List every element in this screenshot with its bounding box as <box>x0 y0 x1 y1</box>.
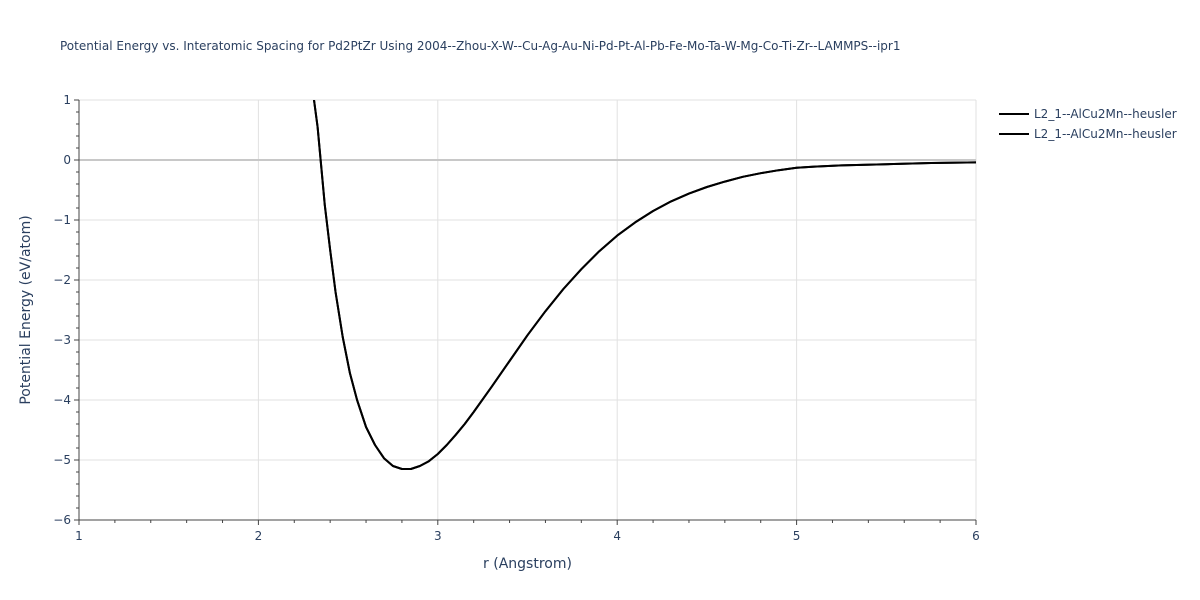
series-layer <box>313 100 976 470</box>
y-tick-label: −1 <box>53 213 71 227</box>
x-axis-title: r (Angstrom) <box>483 556 572 572</box>
y-axis-title: Potential Energy (eV/atom) <box>18 215 34 404</box>
x-tick-label: 4 <box>613 529 621 543</box>
y-tick-label: −3 <box>53 333 71 347</box>
x-tick-label: 3 <box>434 529 442 543</box>
grid-lines <box>79 99 977 520</box>
y-tick-label: −4 <box>53 393 71 407</box>
legend-label: L2_1--AlCu2Mn--heusler <box>1034 107 1177 121</box>
legend[interactable]: L2_1--AlCu2Mn--heusler L2_1--AlCu2Mn--heu… <box>999 107 1177 141</box>
y-tick-label: −2 <box>53 273 71 287</box>
y-tick-label: −5 <box>53 453 71 467</box>
chart-title: Potential Energy vs. Interatomic Spacing… <box>60 39 900 53</box>
x-tick-label: 1 <box>75 529 83 543</box>
x-tick-label: 6 <box>972 529 980 543</box>
legend-label: L2_1--AlCu2Mn--heusler <box>1034 127 1177 141</box>
x-tick-label: 2 <box>255 529 263 543</box>
y-tick-label: −6 <box>53 513 71 527</box>
axes: 1 2 3 4 5 6 1 0 −1 −2 −3 −4 −5 −6 <box>53 93 980 543</box>
y-tick-label: 0 <box>63 153 71 167</box>
series-line-2 <box>313 100 976 470</box>
y-tick-label: 1 <box>63 93 71 107</box>
x-tick-label: 5 <box>793 529 801 543</box>
series-line-1 <box>313 100 976 470</box>
legend-item-2[interactable]: L2_1--AlCu2Mn--heusler <box>999 127 1177 141</box>
legend-item-1[interactable]: L2_1--AlCu2Mn--heusler <box>999 107 1177 121</box>
